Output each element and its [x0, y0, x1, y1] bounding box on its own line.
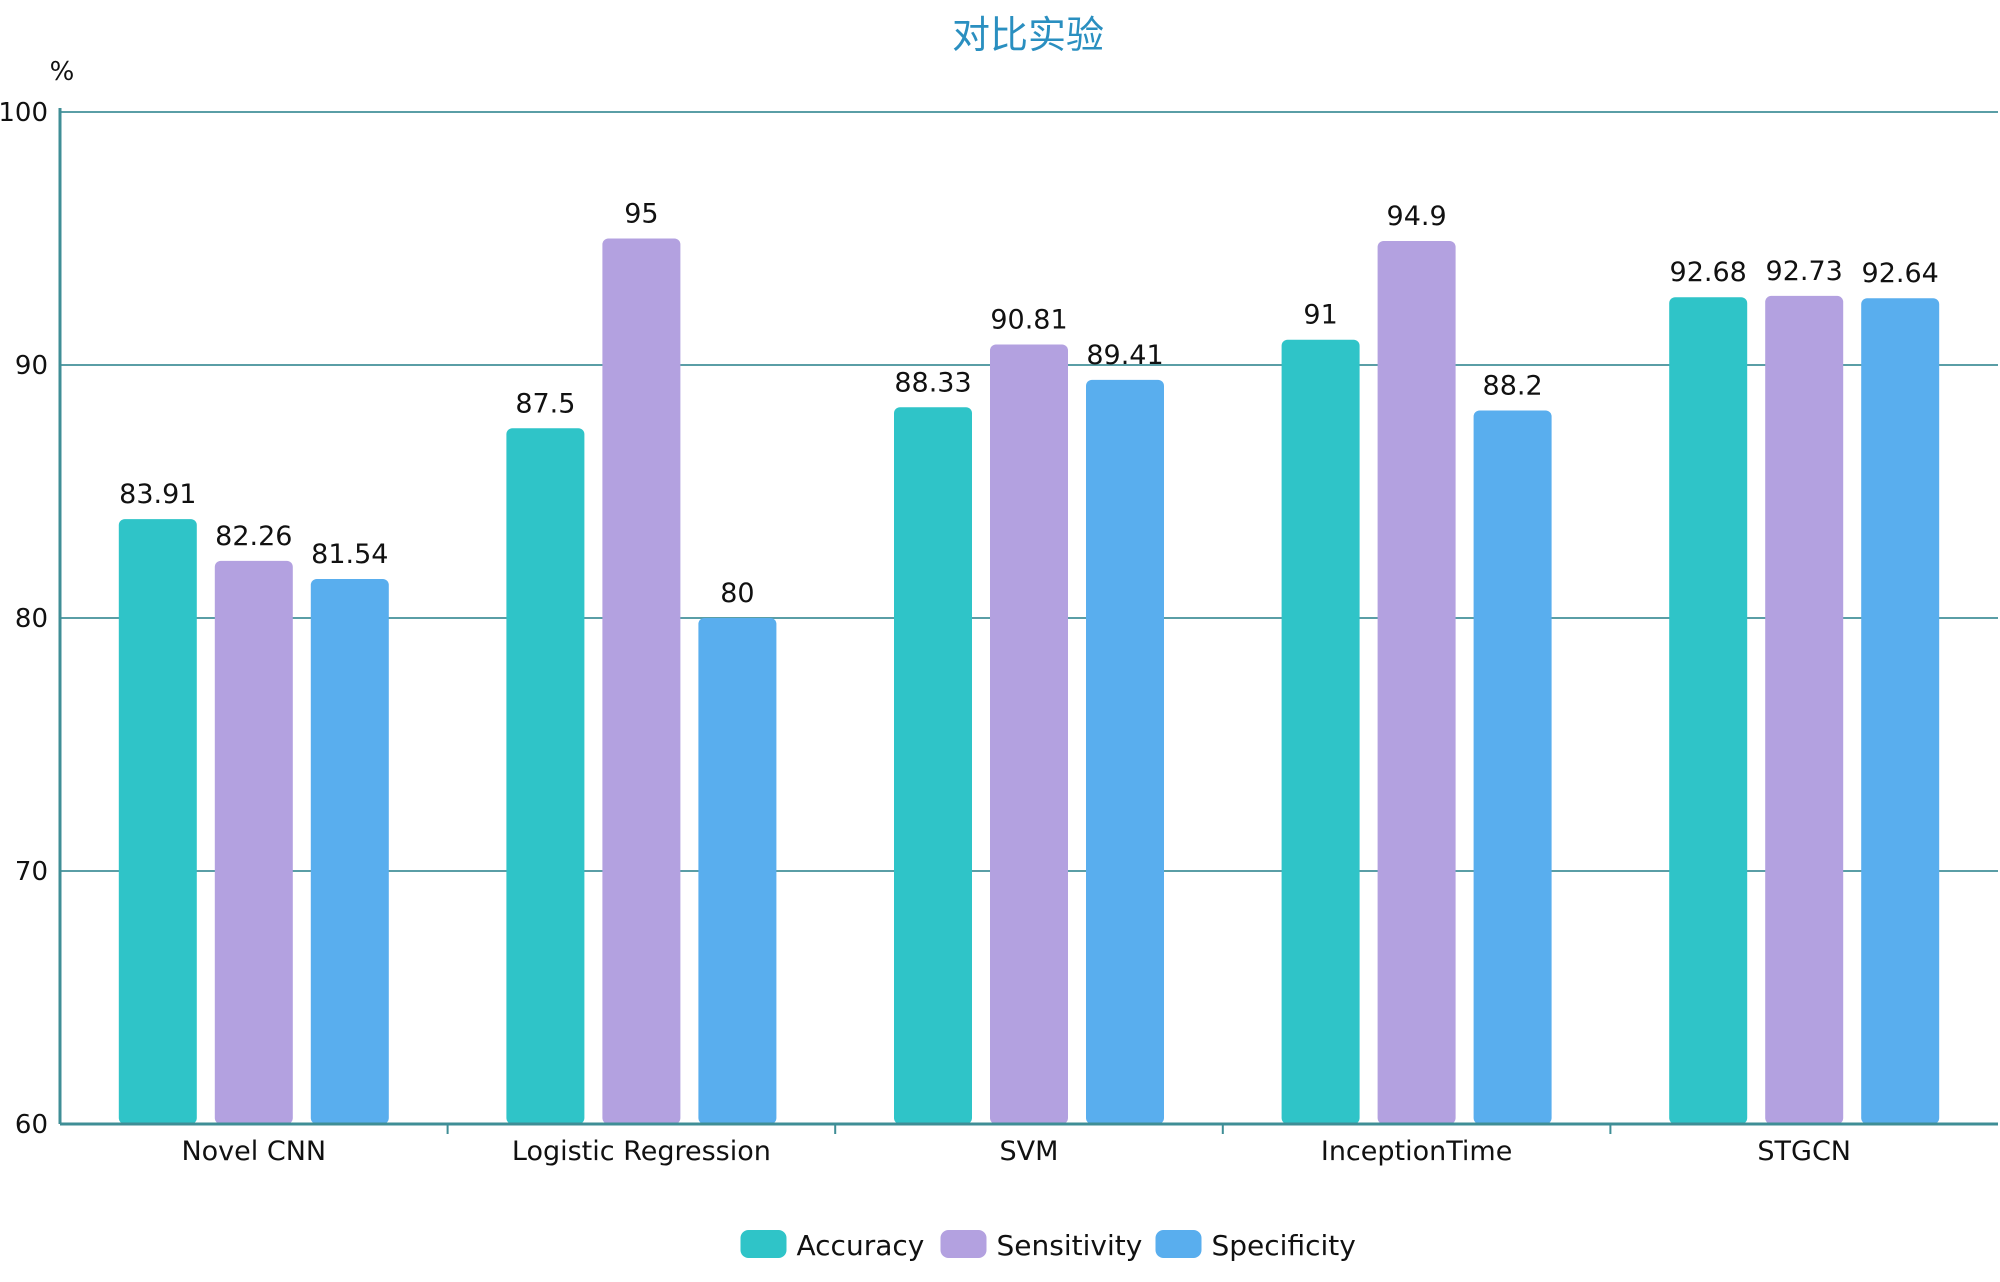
legend-label-specificity: Specificity: [1212, 1229, 1356, 1262]
bar-inceptiontime-accuracy: [1281, 339, 1360, 1124]
data-label-logistic-regression-accuracy: 87.5: [515, 388, 575, 419]
data-label-novel-cnn-specificity: 81.54: [311, 539, 388, 570]
data-label-svm-specificity: 89.41: [1086, 340, 1163, 371]
legend-item-specificity[interactable]: Specificity: [1155, 1229, 1356, 1262]
bar-logistic-regression-specificity: [698, 618, 777, 1124]
y-axis-unit-label: %: [50, 57, 75, 87]
data-label-logistic-regression-specificity: 80: [720, 578, 754, 609]
bar-novel-cnn-accuracy: [118, 519, 197, 1124]
data-label-svm-sensitivity: 90.81: [990, 305, 1067, 336]
legend-label-sensitivity: Sensitivity: [997, 1229, 1143, 1262]
y-tick-label-60: 60: [15, 1110, 48, 1140]
bar-novel-cnn-specificity: [310, 579, 389, 1124]
bar-stgcn-sensitivity: [1765, 295, 1844, 1124]
legend-swatch-accuracy: [740, 1230, 787, 1258]
legend-swatch-sensitivity: [940, 1230, 987, 1258]
data-label-novel-cnn-sensitivity: 82.26: [215, 521, 292, 552]
bar-inceptiontime-specificity: [1473, 410, 1552, 1124]
bar-logistic-regression-accuracy: [506, 428, 585, 1124]
bar-stgcn-specificity: [1861, 298, 1940, 1124]
data-label-inceptiontime-specificity: 88.2: [1483, 371, 1543, 402]
x-axis-ticks: Novel CNN Logistic Regression SVM Inception…: [181, 1136, 1851, 1167]
bar-stgcn-accuracy: [1669, 297, 1748, 1124]
legend-item-accuracy[interactable]: Accuracy: [740, 1229, 925, 1262]
x-tick-label-logistic-regression: Logistic Regression: [512, 1136, 771, 1167]
y-tick-label-90: 90: [15, 351, 48, 381]
bars: [118, 238, 1940, 1125]
bar-novel-cnn-sensitivity: [214, 560, 293, 1124]
x-tick-label-novel-cnn: Novel CNN: [181, 1136, 326, 1167]
y-tick-label-100: 100: [0, 98, 48, 128]
x-tick-label-inceptiontime: InceptionTime: [1321, 1136, 1512, 1167]
data-label-inceptiontime-sensitivity: 94.9: [1387, 201, 1447, 232]
data-label-stgcn-sensitivity: 92.73: [1766, 256, 1843, 287]
axes: [58, 108, 1998, 1134]
legend-item-sensitivity[interactable]: Sensitivity: [940, 1229, 1143, 1262]
data-label-logistic-regression-sensitivity: 95: [624, 199, 658, 230]
data-labels: 83.91 82.26 81.54 87.5 95 80 88.33 90.81 89.41 91…: [119, 199, 1939, 610]
chart-title: 对比实验: [952, 13, 1104, 57]
bar-svm-sensitivity: [990, 344, 1068, 1125]
x-tick-label-svm: SVM: [1000, 1136, 1059, 1167]
data-label-novel-cnn-accuracy: 83.91: [119, 479, 196, 510]
y-tick-label-80: 80: [15, 604, 48, 634]
y-tick-label-70: 70: [15, 857, 48, 887]
legend-label-accuracy: Accuracy: [797, 1229, 925, 1262]
bar-svm-specificity: [1086, 379, 1164, 1124]
data-label-svm-accuracy: 88.33: [894, 367, 971, 398]
bar-svm-accuracy: [894, 407, 972, 1125]
x-tick-label-stgcn: STGCN: [1757, 1136, 1851, 1167]
legend[interactable]: Accuracy Sensitivity Specificity: [740, 1229, 1356, 1262]
data-label-stgcn-specificity: 92.64: [1862, 258, 1939, 289]
bar-inceptiontime-sensitivity: [1377, 241, 1456, 1124]
legend-swatch-specificity: [1155, 1230, 1202, 1258]
bar-logistic-regression-sensitivity: [602, 238, 681, 1124]
data-label-inceptiontime-accuracy: 91: [1303, 300, 1337, 331]
y-axis-ticks: 60 70 80 90 100: [0, 98, 48, 1140]
data-label-stgcn-accuracy: 92.68: [1670, 257, 1747, 288]
